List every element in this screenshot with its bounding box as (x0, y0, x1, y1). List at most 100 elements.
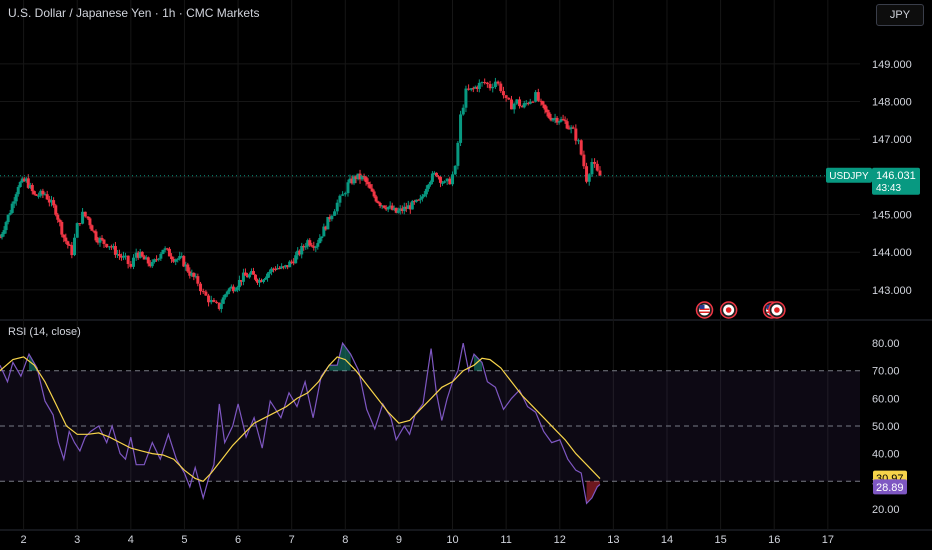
candle (90, 224, 94, 231)
candle (569, 125, 573, 134)
candle (528, 98, 532, 105)
candle-body (370, 188, 374, 192)
japan-flag-icon[interactable] (768, 301, 786, 319)
candle (207, 293, 211, 307)
candle (43, 192, 47, 196)
candle (384, 205, 388, 211)
candle (34, 194, 38, 196)
candle (563, 116, 567, 124)
candle-body (180, 256, 184, 258)
japan-flag-icon[interactable] (719, 301, 738, 319)
candle (571, 125, 575, 129)
candle-body (306, 240, 310, 247)
candle-body (408, 205, 412, 210)
us-flag-icon[interactable] (695, 301, 714, 319)
candle-body (448, 178, 452, 185)
candle-body (239, 279, 243, 282)
time-tick-label: 17 (822, 534, 834, 546)
candle (107, 246, 111, 250)
rsi-tick-label: 70.00 (872, 366, 900, 378)
candle-body (18, 182, 22, 187)
candle (312, 241, 316, 251)
price-axis: 149.000148.000147.000146.000145.000144.0… (872, 59, 912, 297)
currency-button[interactable]: JPY (876, 4, 924, 26)
candle-body (352, 176, 356, 184)
candle (374, 194, 378, 203)
candle (396, 207, 400, 214)
candle-body (98, 237, 102, 243)
price-tick-label: 143.000 (872, 285, 912, 297)
candle-body (526, 103, 530, 105)
candle (493, 77, 497, 89)
candle-body (524, 103, 528, 105)
price-tick-label: 148.000 (872, 97, 912, 109)
candle-body (341, 194, 345, 196)
candle (172, 256, 176, 264)
candle (382, 205, 386, 209)
candle-body (378, 203, 382, 207)
candle (350, 175, 354, 185)
candle-body (255, 279, 259, 283)
candle (477, 79, 481, 93)
candle (219, 299, 223, 313)
candle-body (8, 212, 12, 215)
candle (68, 243, 72, 246)
candle-body (217, 302, 221, 309)
candle-body (509, 99, 513, 110)
candle (593, 158, 597, 168)
candle-body (428, 181, 432, 185)
candle-body (247, 274, 251, 278)
candle (324, 225, 328, 231)
price-tick-label: 149.000 (872, 59, 912, 71)
candle-body (219, 303, 223, 309)
candle (14, 192, 18, 206)
candle-body (111, 246, 115, 248)
candle (192, 272, 196, 281)
candle (288, 260, 292, 268)
candle-body (88, 218, 92, 226)
candle (196, 273, 200, 287)
candle (362, 173, 366, 181)
candle (12, 197, 16, 209)
candle (182, 255, 186, 268)
candle (272, 267, 276, 273)
rsi-indicator-label[interactable]: RSI (14, close) (8, 326, 81, 338)
candle (227, 287, 231, 295)
candle-body (37, 195, 41, 197)
candle (341, 191, 345, 196)
candle (561, 114, 565, 121)
candle-body (119, 255, 123, 258)
candle-body (394, 207, 398, 213)
candle (328, 214, 332, 222)
time-tick-label: 12 (554, 534, 566, 546)
candle-body (574, 128, 578, 141)
candle (434, 172, 438, 178)
candle-body (159, 253, 163, 259)
candle (20, 176, 24, 184)
candle (152, 258, 156, 264)
candle-body (102, 239, 106, 244)
candle (54, 203, 58, 217)
candle (286, 265, 290, 270)
candle (507, 97, 511, 101)
candle-body (66, 241, 70, 245)
candle-body (400, 208, 404, 212)
candle (518, 96, 522, 109)
candle-body (579, 140, 583, 155)
candle-body (155, 259, 159, 261)
candle-body (270, 268, 274, 272)
candle (280, 263, 284, 270)
rsi-overbought-fill (329, 343, 351, 371)
candle (390, 202, 394, 211)
candle (260, 278, 264, 283)
flag-canton (699, 305, 705, 309)
candle (300, 242, 304, 259)
candle (378, 201, 382, 209)
candle (199, 281, 203, 295)
candle (111, 243, 115, 250)
candle (499, 81, 503, 93)
candle (178, 251, 182, 261)
candle-body (223, 294, 227, 298)
candle-body (565, 121, 569, 129)
